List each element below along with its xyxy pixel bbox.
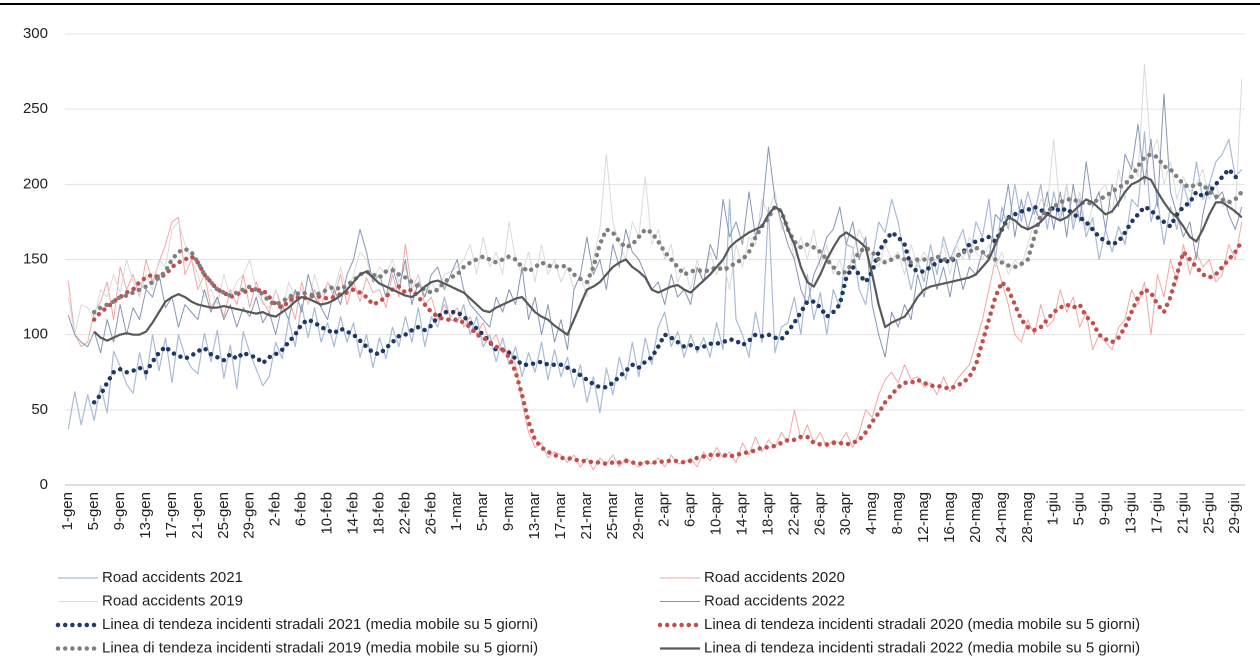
x-tick-label: 14-apr bbox=[733, 492, 750, 535]
series-line bbox=[91, 165, 1245, 405]
x-tick-label: 26-apr bbox=[811, 492, 828, 535]
x-tick-label: 8-mag bbox=[889, 492, 906, 535]
x-tick-label: 16-mag bbox=[941, 492, 958, 543]
series-line bbox=[93, 175, 1243, 342]
x-tick-label: 21-mar bbox=[578, 492, 595, 540]
x-tick-label: 21-gen bbox=[189, 492, 206, 539]
series-line bbox=[91, 239, 1245, 467]
x-tick-label: 6-feb bbox=[293, 492, 310, 526]
series-line bbox=[67, 131, 1243, 430]
x-tick-label: 13-giu bbox=[1123, 492, 1140, 534]
x-tick-label: 17-giu bbox=[1148, 492, 1165, 534]
y-tick-label: 100 bbox=[23, 326, 48, 343]
x-tick-label: 5-mar bbox=[474, 492, 491, 531]
x-tick-label: 6-apr bbox=[682, 492, 699, 527]
x-tick-label: 18-feb bbox=[370, 492, 387, 535]
x-tick-label: 17-mar bbox=[552, 492, 569, 540]
x-tick-label: 2-apr bbox=[656, 492, 673, 527]
x-tick-label: 9-mar bbox=[500, 492, 517, 531]
x-tick-label: 1-giu bbox=[1045, 492, 1062, 525]
x-tick-label: 29-giu bbox=[1226, 492, 1243, 534]
legend-label: Road accidents 2021 bbox=[102, 569, 243, 586]
x-tick-label: 26-feb bbox=[422, 492, 439, 535]
x-tick-label: 30-apr bbox=[837, 492, 854, 535]
y-tick-label: 200 bbox=[23, 175, 48, 192]
x-tick-label: 2-feb bbox=[267, 492, 284, 526]
x-tick-label: 1-mar bbox=[448, 492, 465, 531]
x-tick-label: 5-giu bbox=[1071, 492, 1088, 525]
x-tick-label: 21-giu bbox=[1174, 492, 1191, 534]
y-tick-label: 300 bbox=[23, 25, 48, 42]
x-tick-label: 22-feb bbox=[396, 492, 413, 535]
x-tick-label: 25-mar bbox=[604, 492, 621, 540]
legend-label: Linea di tendeza incidenti stradali 2020… bbox=[704, 616, 1140, 633]
x-tick-label: 13-gen bbox=[137, 492, 154, 539]
x-tick-label: 9-gen bbox=[111, 492, 128, 530]
legend-label: Road accidents 2022 bbox=[704, 592, 845, 609]
x-tick-label: 25-gen bbox=[215, 492, 232, 539]
legend-label: Linea di tendeza incidenti stradali 2021… bbox=[102, 616, 538, 633]
x-tick-label: 29-gen bbox=[241, 492, 258, 539]
y-tick-label: 150 bbox=[23, 250, 48, 267]
x-tick-label: 24-mag bbox=[993, 492, 1010, 543]
x-tick-label: 12-mag bbox=[915, 492, 932, 543]
legend-label: Linea di tendeza incidenti stradali 2022… bbox=[704, 639, 1140, 656]
legend-label: Road accidents 2020 bbox=[704, 569, 845, 586]
x-tick-label: 18-apr bbox=[759, 492, 776, 535]
y-tick-label: 0 bbox=[40, 476, 48, 493]
legend-label: Linea di tendeza incidenti stradali 2019… bbox=[102, 639, 538, 656]
x-tick-label: 1-gen bbox=[59, 492, 76, 530]
x-tick-label: 14-feb bbox=[344, 492, 361, 535]
legend-label: Road accidents 2019 bbox=[102, 592, 243, 609]
y-tick-label: 50 bbox=[31, 401, 48, 418]
series-line bbox=[67, 93, 1243, 358]
x-tick-label: 13-mar bbox=[526, 492, 543, 540]
x-tick-label: 10-apr bbox=[708, 492, 725, 535]
y-tick-label: 250 bbox=[23, 100, 48, 117]
series-line bbox=[91, 151, 1245, 315]
x-tick-label: 29-mar bbox=[630, 492, 647, 540]
series-line bbox=[67, 63, 1243, 336]
x-tick-label: 20-mag bbox=[967, 492, 984, 543]
x-tick-label: 5-gen bbox=[85, 492, 102, 530]
x-tick-label: 22-apr bbox=[785, 492, 802, 535]
x-tick-label: 28-mag bbox=[1019, 492, 1036, 543]
x-tick-label: 9-giu bbox=[1097, 492, 1114, 525]
x-tick-label: 10-feb bbox=[319, 492, 336, 535]
x-tick-label: 17-gen bbox=[163, 492, 180, 539]
x-tick-label: 25-giu bbox=[1200, 492, 1217, 534]
x-tick-label: 4-mag bbox=[863, 492, 880, 535]
